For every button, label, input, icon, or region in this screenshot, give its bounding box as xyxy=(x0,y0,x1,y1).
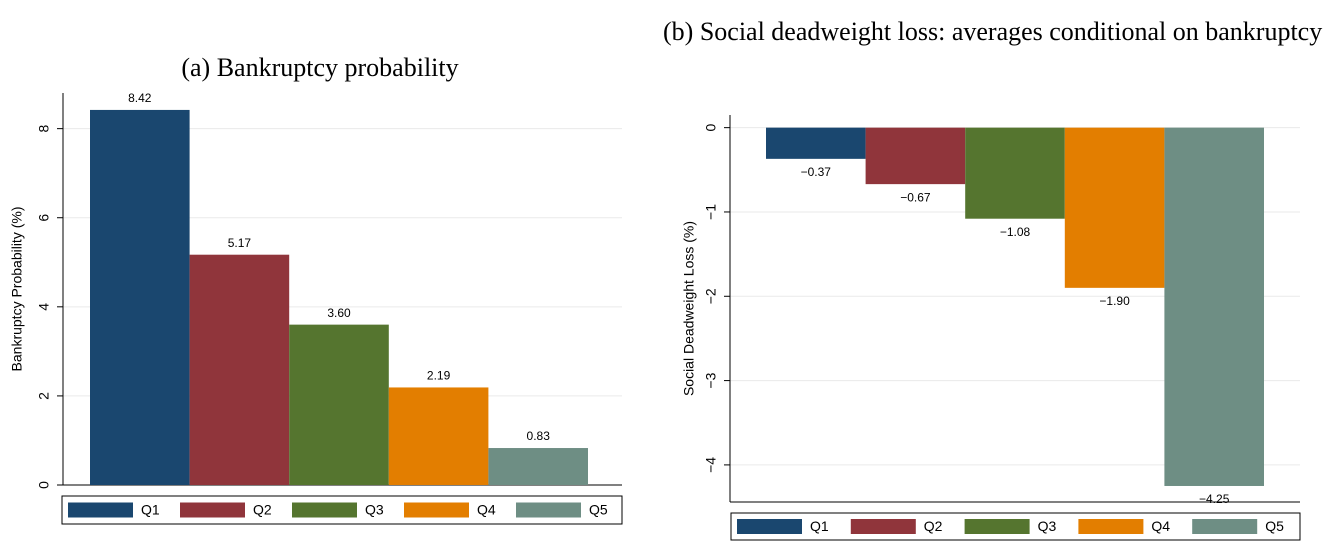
bar xyxy=(488,448,588,485)
value-label: 0.83 xyxy=(527,429,551,443)
y-tick-label: 2 xyxy=(36,392,52,400)
legend-swatch xyxy=(1192,519,1258,534)
value-label: −1.90 xyxy=(1099,294,1130,308)
legend-swatch xyxy=(404,502,469,518)
legend-swatch xyxy=(964,519,1030,534)
chart-title: (a) Bankruptcy probability xyxy=(181,53,458,82)
value-label: 5.17 xyxy=(228,236,252,250)
value-label: 8.42 xyxy=(128,91,152,105)
legend-label: Q3 xyxy=(1038,518,1057,534)
legend-label: Q4 xyxy=(477,502,496,518)
bar xyxy=(388,387,489,485)
y-axis-label: Bankruptcy Probability (%) xyxy=(9,207,25,372)
y-tick-label: −4 xyxy=(703,457,719,473)
bar xyxy=(865,127,966,185)
bar xyxy=(289,324,389,485)
legend-label: Q1 xyxy=(810,518,829,534)
y-tick-label: 6 xyxy=(36,214,52,222)
value-label: −1.08 xyxy=(1000,225,1031,239)
legend-label: Q1 xyxy=(141,502,160,518)
legend-label: Q3 xyxy=(365,502,384,518)
bar xyxy=(1064,127,1165,288)
legend-label: Q2 xyxy=(924,518,943,534)
legend-swatch xyxy=(737,519,802,534)
legend-swatch xyxy=(1078,519,1144,534)
value-label: −0.37 xyxy=(801,165,832,179)
bar xyxy=(965,127,1065,219)
bar xyxy=(189,254,290,485)
value-label: 2.19 xyxy=(427,369,451,383)
legend-label: Q4 xyxy=(1151,518,1170,534)
y-tick-label: −1 xyxy=(703,204,719,220)
y-tick-label: 0 xyxy=(703,124,719,132)
legend-label: Q5 xyxy=(589,502,608,518)
legend-label: Q2 xyxy=(253,502,272,518)
legend-swatch xyxy=(68,502,133,518)
y-axis-label: Social Deadweight Loss (%) xyxy=(681,221,697,396)
value-label: −4.25 xyxy=(1199,492,1230,506)
chart-title: (b) Social deadweight loss: averages con… xyxy=(663,17,1322,46)
legend-swatch xyxy=(180,502,245,518)
legend-swatch xyxy=(292,502,357,518)
value-label: −0.67 xyxy=(900,190,931,204)
legend-swatch xyxy=(850,519,916,534)
value-label: 3.60 xyxy=(327,306,351,320)
y-tick-label: 4 xyxy=(36,303,52,311)
bar xyxy=(90,109,190,485)
bar xyxy=(766,127,866,159)
bar xyxy=(1164,127,1264,486)
legend-swatch xyxy=(516,502,581,518)
y-tick-label: −2 xyxy=(703,288,719,304)
y-tick-label: −3 xyxy=(703,372,719,388)
y-tick-label: 0 xyxy=(36,481,52,489)
y-tick-label: 8 xyxy=(36,125,52,133)
legend-label: Q5 xyxy=(1265,518,1284,534)
